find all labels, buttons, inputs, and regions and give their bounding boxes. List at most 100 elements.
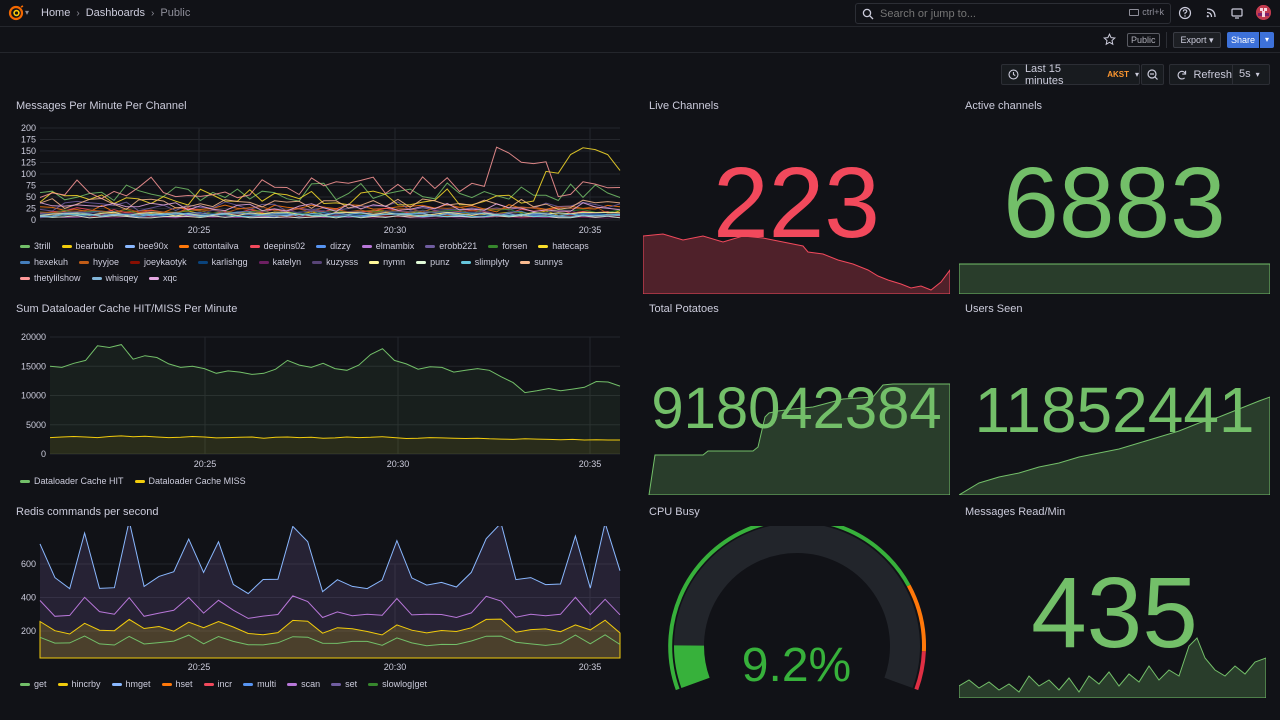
y-tick-label: 125	[21, 158, 36, 168]
search-bar[interactable]: ctrl+k	[855, 3, 1171, 24]
legend-label: incr	[217, 679, 233, 689]
legend-swatch	[460, 260, 471, 264]
dataloader-legend: Dataloader Cache HIT Dataloader Cache MIS…	[20, 475, 620, 487]
breadcrumb: Home › Dashboards › Public	[41, 7, 190, 19]
legend-item[interactable]: forsen	[488, 240, 527, 252]
legend-item[interactable]: thetylilshow	[20, 272, 81, 284]
legend-label: hmget	[125, 679, 151, 689]
legend-swatch	[287, 682, 298, 686]
legend-item[interactable]: slowlog|get	[368, 678, 427, 690]
grafana-logo-icon[interactable]	[8, 5, 24, 21]
legend-item[interactable]: hmget	[111, 678, 151, 690]
live-channels-value: 223	[713, 147, 880, 259]
legend-item[interactable]: elmambix	[361, 240, 414, 252]
monitor-icon[interactable]	[1230, 6, 1244, 20]
legend-swatch	[149, 276, 160, 280]
legend-item[interactable]: set	[331, 678, 357, 690]
top-navigation-bar: ▾ Home › Dashboards › Public ctrl+k	[0, 0, 1280, 27]
redis-commands-panel: Redis commands per second 600 400 200 20:25…	[10, 500, 630, 700]
search-input[interactable]	[880, 7, 1120, 20]
legend-item[interactable]: slimplyty	[460, 256, 509, 268]
legend-item[interactable]: sunnys	[520, 256, 563, 268]
redis-chart[interactable]: 600 400 200 20:25 20:30 20:35	[10, 526, 630, 678]
legend-label: cottontailva	[193, 241, 239, 251]
legend-item[interactable]: Dataloader Cache MISS	[134, 475, 246, 487]
rss-icon[interactable]	[1204, 6, 1218, 20]
series-line	[39, 147, 621, 206]
refresh-button[interactable]: Refresh	[1169, 64, 1233, 85]
time-range-picker[interactable]: Last 15 minutes AKST ▾	[1001, 63, 1140, 87]
legend-swatch	[416, 260, 427, 264]
legend-item[interactable]: Dataloader Cache HIT	[20, 475, 124, 487]
live-channels-sparkline	[643, 233, 950, 294]
legend-item[interactable]: hyyjoe	[79, 256, 119, 268]
legend-swatch	[179, 244, 190, 248]
y-tick-label: 0	[41, 449, 46, 459]
legend-item[interactable]: cottontailva	[179, 240, 239, 252]
legend-item[interactable]: karlishgg	[197, 256, 248, 268]
live-channels-panel: Live Channels 223	[643, 94, 950, 294]
legend-label: joeykaotyk	[144, 257, 187, 267]
x-tick-label: 20:30	[384, 662, 407, 672]
dashboard-toolbar	[0, 27, 1280, 53]
series-area	[50, 344, 620, 454]
legend-item[interactable]: 3trill	[20, 240, 51, 252]
legend-item[interactable]: punz	[416, 256, 450, 268]
legend-item[interactable]: bee90x	[124, 240, 168, 252]
refresh-interval-picker[interactable]: 5s ▾	[1232, 64, 1270, 85]
legend-item[interactable]: scan	[287, 678, 320, 690]
breadcrumb-home[interactable]: Home	[41, 7, 71, 19]
series-line	[39, 208, 621, 216]
legend-item[interactable]: whisqey	[91, 272, 138, 284]
help-icon[interactable]	[1178, 6, 1192, 20]
y-tick-label: 100	[21, 169, 36, 179]
search-shortcut: ctrl+k	[1129, 7, 1164, 17]
legend-label: erobb221	[439, 241, 478, 251]
legend-item[interactable]: bearbubb	[61, 240, 114, 252]
legend-swatch	[20, 244, 30, 248]
panel-title: Messages Per Minute Per Channel	[16, 100, 187, 112]
legend-item[interactable]: hset	[161, 678, 193, 690]
dataloader-chart[interactable]: 20000 15000 10000 5000 0 20:25 20:30 20:35	[10, 323, 630, 473]
refresh-icon	[1177, 70, 1187, 80]
legend-item[interactable]: deepins02	[249, 240, 306, 252]
legend-label: thetylilshow	[34, 273, 81, 283]
legend-item[interactable]: joeykaotyk	[130, 256, 187, 268]
breadcrumb-dashboards[interactable]: Dashboards	[85, 7, 146, 19]
legend-item[interactable]: multi	[243, 678, 276, 690]
zoom-out-button[interactable]	[1141, 64, 1164, 85]
legend-item[interactable]: dizzy	[316, 240, 351, 252]
legend-item[interactable]: get	[20, 678, 47, 690]
legend-label: hatecaps	[552, 241, 589, 251]
legend-item[interactable]: kuzysss	[312, 256, 358, 268]
legend-label: set	[345, 679, 358, 689]
avatar[interactable]	[1256, 5, 1271, 20]
share-dropdown-button[interactable]: ▾	[1260, 32, 1274, 48]
series-line	[39, 146, 621, 200]
legend-item[interactable]: katelyn	[258, 256, 301, 268]
series-line	[39, 213, 620, 218]
legend-swatch	[361, 244, 372, 248]
legend-item[interactable]: hexekuh	[20, 256, 68, 268]
x-tick-label: 20:35	[579, 225, 602, 235]
panel-title: Total Potatoes	[649, 303, 719, 315]
series-line-miss	[49, 435, 620, 441]
y-tick-label: 175	[21, 135, 36, 145]
cpu-busy-value: 9.2%	[741, 639, 852, 692]
panel-title: Live Channels	[649, 100, 719, 112]
export-button[interactable]: Export ▾	[1173, 32, 1221, 48]
legend-item[interactable]: nymn	[369, 256, 405, 268]
legend-item[interactable]: incr	[203, 678, 233, 690]
legend-swatch	[258, 260, 269, 264]
legend-label: deepins02	[263, 241, 306, 251]
legend-item[interactable]: erobb221	[425, 240, 477, 252]
chevron-down-icon[interactable]: ▾	[25, 8, 30, 17]
legend-item[interactable]: xqc	[149, 272, 177, 284]
legend-item[interactable]: hincrby	[57, 678, 101, 690]
share-button[interactable]: Share	[1227, 32, 1259, 48]
panel-title: Users Seen	[965, 303, 1023, 315]
y-tick-label: 400	[21, 593, 36, 603]
star-icon[interactable]	[1103, 33, 1116, 46]
legend-item[interactable]: hatecaps	[538, 240, 589, 252]
